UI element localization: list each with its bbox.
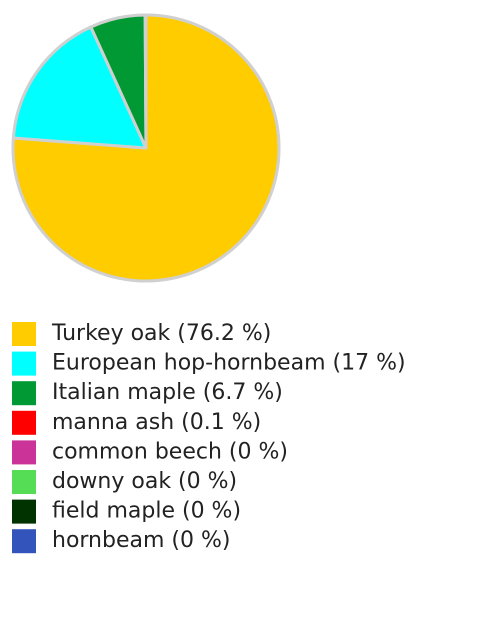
legend-label: European hop-hornbeam (17 %) <box>52 351 406 376</box>
legend-label: Italian maple (6.7 %) <box>52 380 283 405</box>
legend-label: downy oak (0 %) <box>52 469 237 494</box>
legend-label: common beech (0 %) <box>52 439 288 464</box>
legend-swatch <box>12 440 36 465</box>
legend-label: hornbeam (0 %) <box>52 528 230 553</box>
legend-swatch <box>12 351 36 376</box>
legend-swatch <box>12 381 36 406</box>
legend-swatch <box>12 410 36 435</box>
legend-label: manna ash (0.1 %) <box>52 410 261 435</box>
legend-swatch <box>12 322 36 346</box>
legend-label: Turkey oak (76.2 %) <box>51 321 271 346</box>
legend-swatch <box>12 499 36 524</box>
legend-swatch <box>12 529 36 554</box>
legend-swatch <box>12 470 36 494</box>
legend-label: field maple (0 %) <box>52 499 241 524</box>
pie-slice <box>11 25 148 150</box>
